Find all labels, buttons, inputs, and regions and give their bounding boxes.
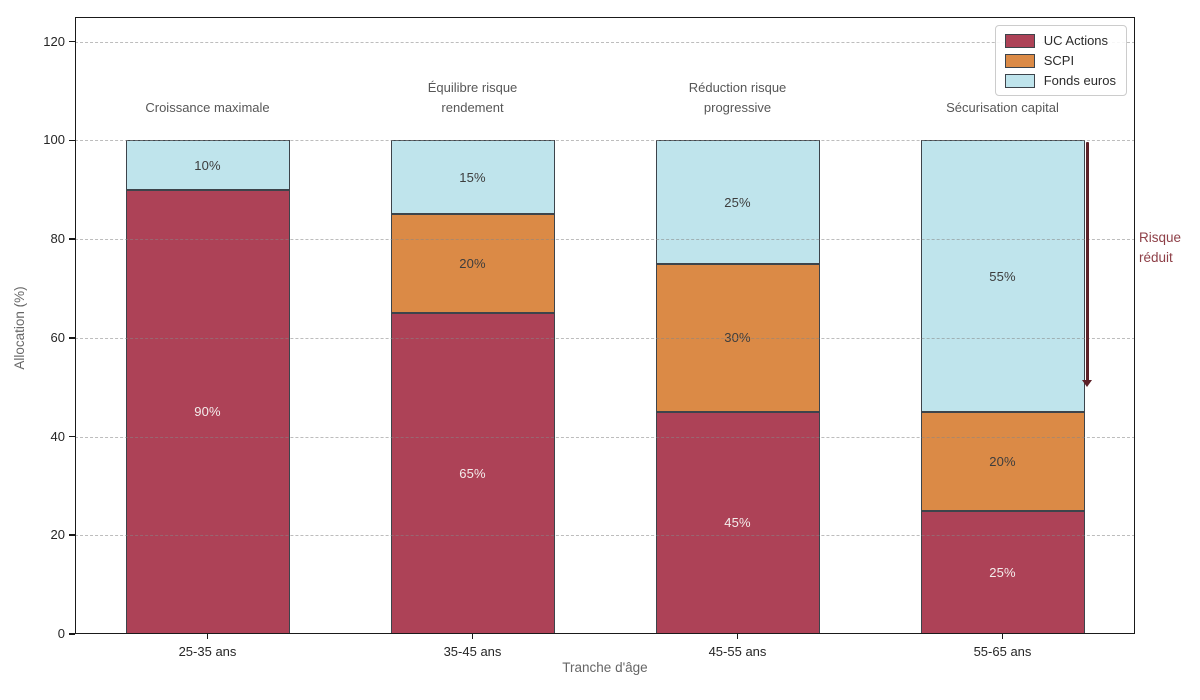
bar-segment: 20%	[390, 214, 555, 314]
y-tick	[69, 337, 75, 339]
legend-item-scpi: SCPI	[1004, 53, 1116, 68]
bar-segment: 65%	[390, 313, 555, 634]
y-gridline	[75, 41, 1135, 43]
risk-annotation-line2: réduit	[1139, 250, 1173, 265]
bar-annotation-line: Sécurisation capital	[946, 100, 1059, 115]
y-gridline	[75, 140, 1135, 142]
bar-segment-label: 20%	[459, 256, 486, 272]
bar-segment: 45%	[655, 411, 820, 634]
y-tick	[69, 139, 75, 142]
bar-segment: 55%	[920, 140, 1085, 412]
bar-segment: 90%	[125, 189, 290, 634]
x-tick	[471, 634, 474, 639]
bar-annotation-line: Réduction risque	[688, 80, 787, 95]
y-gridline	[75, 535, 1135, 537]
y-gridline	[75, 337, 1135, 339]
y-tick-label: 80	[50, 231, 65, 247]
x-axis-label: Tranche d'âge	[562, 660, 648, 675]
bar-annotation-line: rendement	[441, 100, 504, 115]
y-axis-label: Allocation (%)	[12, 286, 27, 370]
bar-segment-label: 10%	[194, 157, 221, 173]
legend-swatch-scpi	[1004, 53, 1035, 68]
bar-segment-label: 15%	[459, 169, 486, 185]
legend-swatch-fonds-euros	[1004, 73, 1035, 88]
legend-item-uc-actions: UC Actions	[1004, 33, 1116, 48]
bar-segment: 20%	[920, 411, 1085, 511]
y-tick-label: 0	[57, 626, 65, 641]
x-tick-label: 45-55 ans	[708, 644, 767, 659]
risk-annotation-line1: Risque	[1139, 230, 1182, 245]
bar-segment-label: 25%	[724, 194, 751, 210]
legend-item-fonds-euros: Fonds euros	[1004, 73, 1116, 88]
y-tick-label: 100	[43, 132, 65, 148]
bar-segment-label: 65%	[459, 466, 486, 482]
bar-segment-label: 90%	[194, 404, 221, 420]
y-gridline	[75, 436, 1135, 438]
x-tick	[206, 634, 209, 639]
y-tick	[69, 40, 75, 43]
x-tick-label: 25-35 ans	[178, 644, 237, 659]
bar-segment: 10%	[125, 140, 290, 190]
risk-arrow-line	[1085, 142, 1089, 382]
bar-segment: 15%	[390, 140, 555, 215]
risk-annotation: Risque réduit	[1139, 228, 1181, 268]
bar-annotation-line: progressive	[703, 100, 772, 115]
bar-segment: 25%	[920, 510, 1085, 634]
x-tick-label: 35-45 ans	[443, 644, 502, 659]
y-tick	[69, 435, 75, 438]
x-tick-label: 55-65 ans	[973, 644, 1032, 659]
bar-segment: 25%	[655, 140, 820, 264]
y-tick-label: 60	[50, 329, 65, 345]
y-tick	[69, 633, 75, 635]
legend-label-uc-actions: UC Actions	[1043, 33, 1109, 48]
bar-annotation-line: Équilibre risque	[427, 80, 518, 95]
x-tick	[1001, 634, 1004, 639]
bar-annotation: Équilibre risque rendement	[363, 78, 583, 118]
bar-annotation: Croissance maximale	[98, 98, 318, 118]
legend: UC Actions SCPI Fonds euros	[994, 25, 1127, 96]
bar-segment-label: 20%	[989, 453, 1016, 469]
y-tick	[69, 534, 75, 537]
x-tick	[736, 634, 739, 639]
legend-swatch-uc-actions	[1004, 33, 1035, 48]
bar-annotation: Sécurisation capital	[893, 98, 1113, 118]
risk-arrow-head	[1081, 380, 1092, 388]
y-tick-label: 120	[43, 33, 65, 49]
bar-segment-label: 45%	[724, 515, 751, 531]
bar-annotation: Réduction risque progressive	[628, 78, 848, 118]
bar-segment-label: 55%	[989, 268, 1016, 284]
bar-annotation-line: Croissance maximale	[145, 100, 270, 115]
y-gridline	[75, 239, 1135, 241]
legend-label-fonds-euros: Fonds euros	[1043, 73, 1116, 88]
plot-area: UC Actions SCPI Fonds euros 90% 10% Croiss…	[75, 17, 1135, 634]
y-tick-label: 20	[50, 527, 65, 543]
y-tick	[69, 238, 75, 240]
y-tick-label: 40	[50, 428, 65, 444]
bar-segment-label: 25%	[989, 564, 1016, 580]
legend-label-scpi: SCPI	[1043, 53, 1075, 68]
